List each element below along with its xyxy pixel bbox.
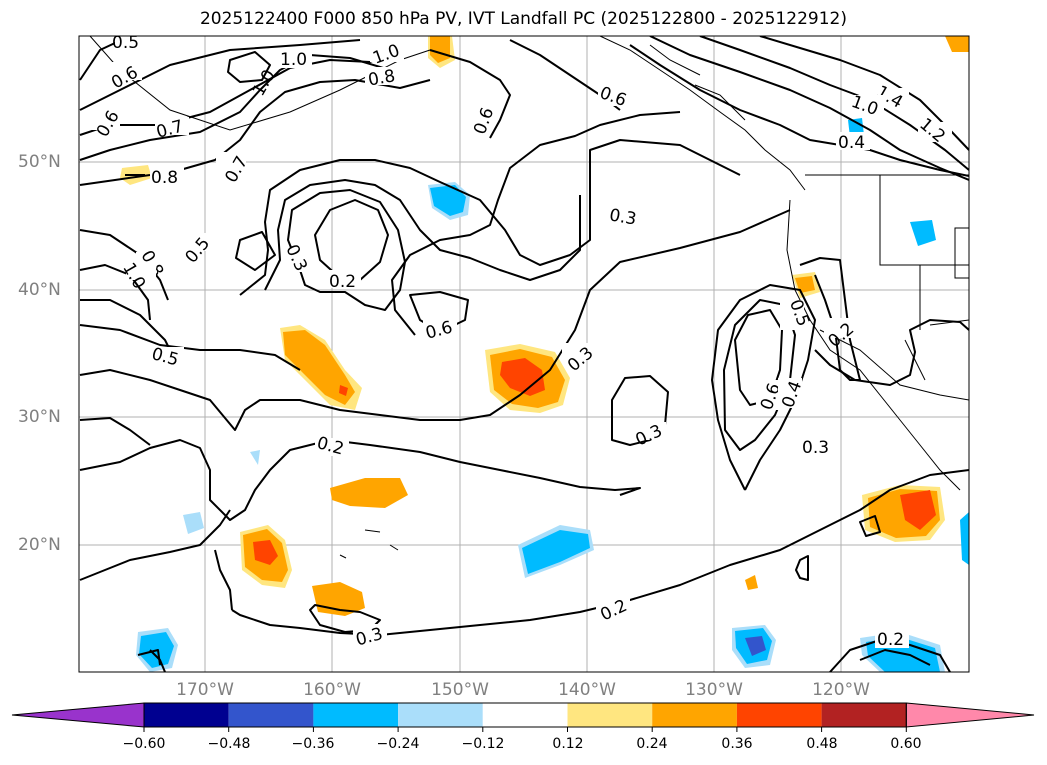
colorbar-tick-label: −0.60 bbox=[122, 736, 166, 752]
negative-anomaly bbox=[910, 220, 936, 246]
colorbar-bin bbox=[567, 703, 653, 727]
contour-label: 1.0 bbox=[280, 50, 307, 70]
colorbar-tick-label: −0.48 bbox=[207, 736, 251, 752]
lon-label: 170°W bbox=[176, 680, 234, 700]
colorbar-tick-label: −0.12 bbox=[461, 736, 505, 752]
contour-label: 0.3 bbox=[802, 438, 829, 458]
contour-label: 0.4 bbox=[838, 133, 865, 153]
colorbar-bin bbox=[736, 703, 822, 727]
contour-label: 0.6 bbox=[597, 83, 629, 111]
lat-label: 20°N bbox=[18, 535, 61, 555]
colorbar-tick-label: 0.12 bbox=[552, 736, 584, 752]
colorbar-bin bbox=[652, 703, 737, 727]
positive-anomaly bbox=[283, 330, 355, 405]
colorbar-bin bbox=[313, 703, 399, 727]
contour-label: 1.2 bbox=[915, 114, 949, 147]
coastlines bbox=[89, 36, 969, 559]
lon-label: 160°W bbox=[303, 680, 361, 700]
colorbar bbox=[11, 702, 1035, 732]
colorbar-tick-label: 0.24 bbox=[636, 736, 668, 752]
negative-anomaly bbox=[250, 450, 260, 465]
contour-labels: 0.5 1.0 1.0 0.6 0.8 1.0 0.6 0.6 0.6 0.7 … bbox=[92, 33, 952, 650]
positive-anomaly bbox=[795, 276, 815, 293]
lon-label: 140°W bbox=[558, 680, 616, 700]
colorbar-bin bbox=[398, 703, 483, 727]
colorbar-tick-label: 0.48 bbox=[806, 736, 838, 752]
strong-anomaly bbox=[900, 490, 936, 530]
strong-anomaly bbox=[500, 358, 545, 396]
negative-anomaly bbox=[522, 530, 590, 574]
pv-contours bbox=[79, 36, 969, 672]
negative-anomaly bbox=[183, 512, 204, 534]
colorbar-tick-label: −0.24 bbox=[376, 736, 420, 752]
colorbar-tick-label: 0.60 bbox=[890, 736, 922, 752]
lat-label: 50°N bbox=[18, 152, 61, 172]
contour-label: 1.0 bbox=[249, 66, 280, 99]
contour-label: 0.8 bbox=[151, 168, 178, 188]
colorbar-tick-label: 0.36 bbox=[721, 736, 753, 752]
colorbar-bin bbox=[144, 703, 229, 727]
colorbar-bin bbox=[482, 703, 568, 727]
lon-label: 120°W bbox=[812, 680, 870, 700]
positive-anomaly bbox=[945, 36, 969, 52]
contour-label: 0.2 bbox=[877, 630, 904, 650]
negative-anomaly bbox=[430, 185, 466, 216]
contour-label: 0.3 bbox=[608, 205, 638, 229]
strong-anomaly bbox=[339, 385, 348, 396]
map-title: 2025122400 F000 850 hPa PV, IVT Landfall… bbox=[199, 9, 847, 29]
plot-frame bbox=[78, 35, 970, 673]
lat-label: 40°N bbox=[18, 280, 61, 300]
colorbar-bin bbox=[821, 703, 907, 727]
positive-anomaly bbox=[430, 36, 450, 63]
colorbar-bin bbox=[228, 703, 314, 727]
contour-label: 0.2 bbox=[329, 272, 356, 292]
negative-anomaly bbox=[745, 636, 766, 656]
positive-anomaly bbox=[330, 478, 408, 508]
lon-label: 150°W bbox=[431, 680, 489, 700]
colorbar-extend-low bbox=[11, 702, 145, 728]
contour-label: 0.5 bbox=[112, 33, 139, 53]
colorbar-extend-high bbox=[905, 702, 1035, 728]
contour-label: 0.8 bbox=[367, 66, 397, 90]
map-plot: 0.5 1.0 1.0 0.6 0.8 1.0 0.6 0.6 0.6 0.7 … bbox=[79, 33, 969, 672]
lon-label: 130°W bbox=[685, 680, 743, 700]
negative-anomaly bbox=[960, 512, 969, 565]
lat-label: 30°N bbox=[18, 407, 61, 427]
strong-anomaly bbox=[253, 540, 278, 565]
positive-anomaly bbox=[745, 575, 758, 590]
colorbar-tick-label: −0.36 bbox=[291, 736, 335, 752]
